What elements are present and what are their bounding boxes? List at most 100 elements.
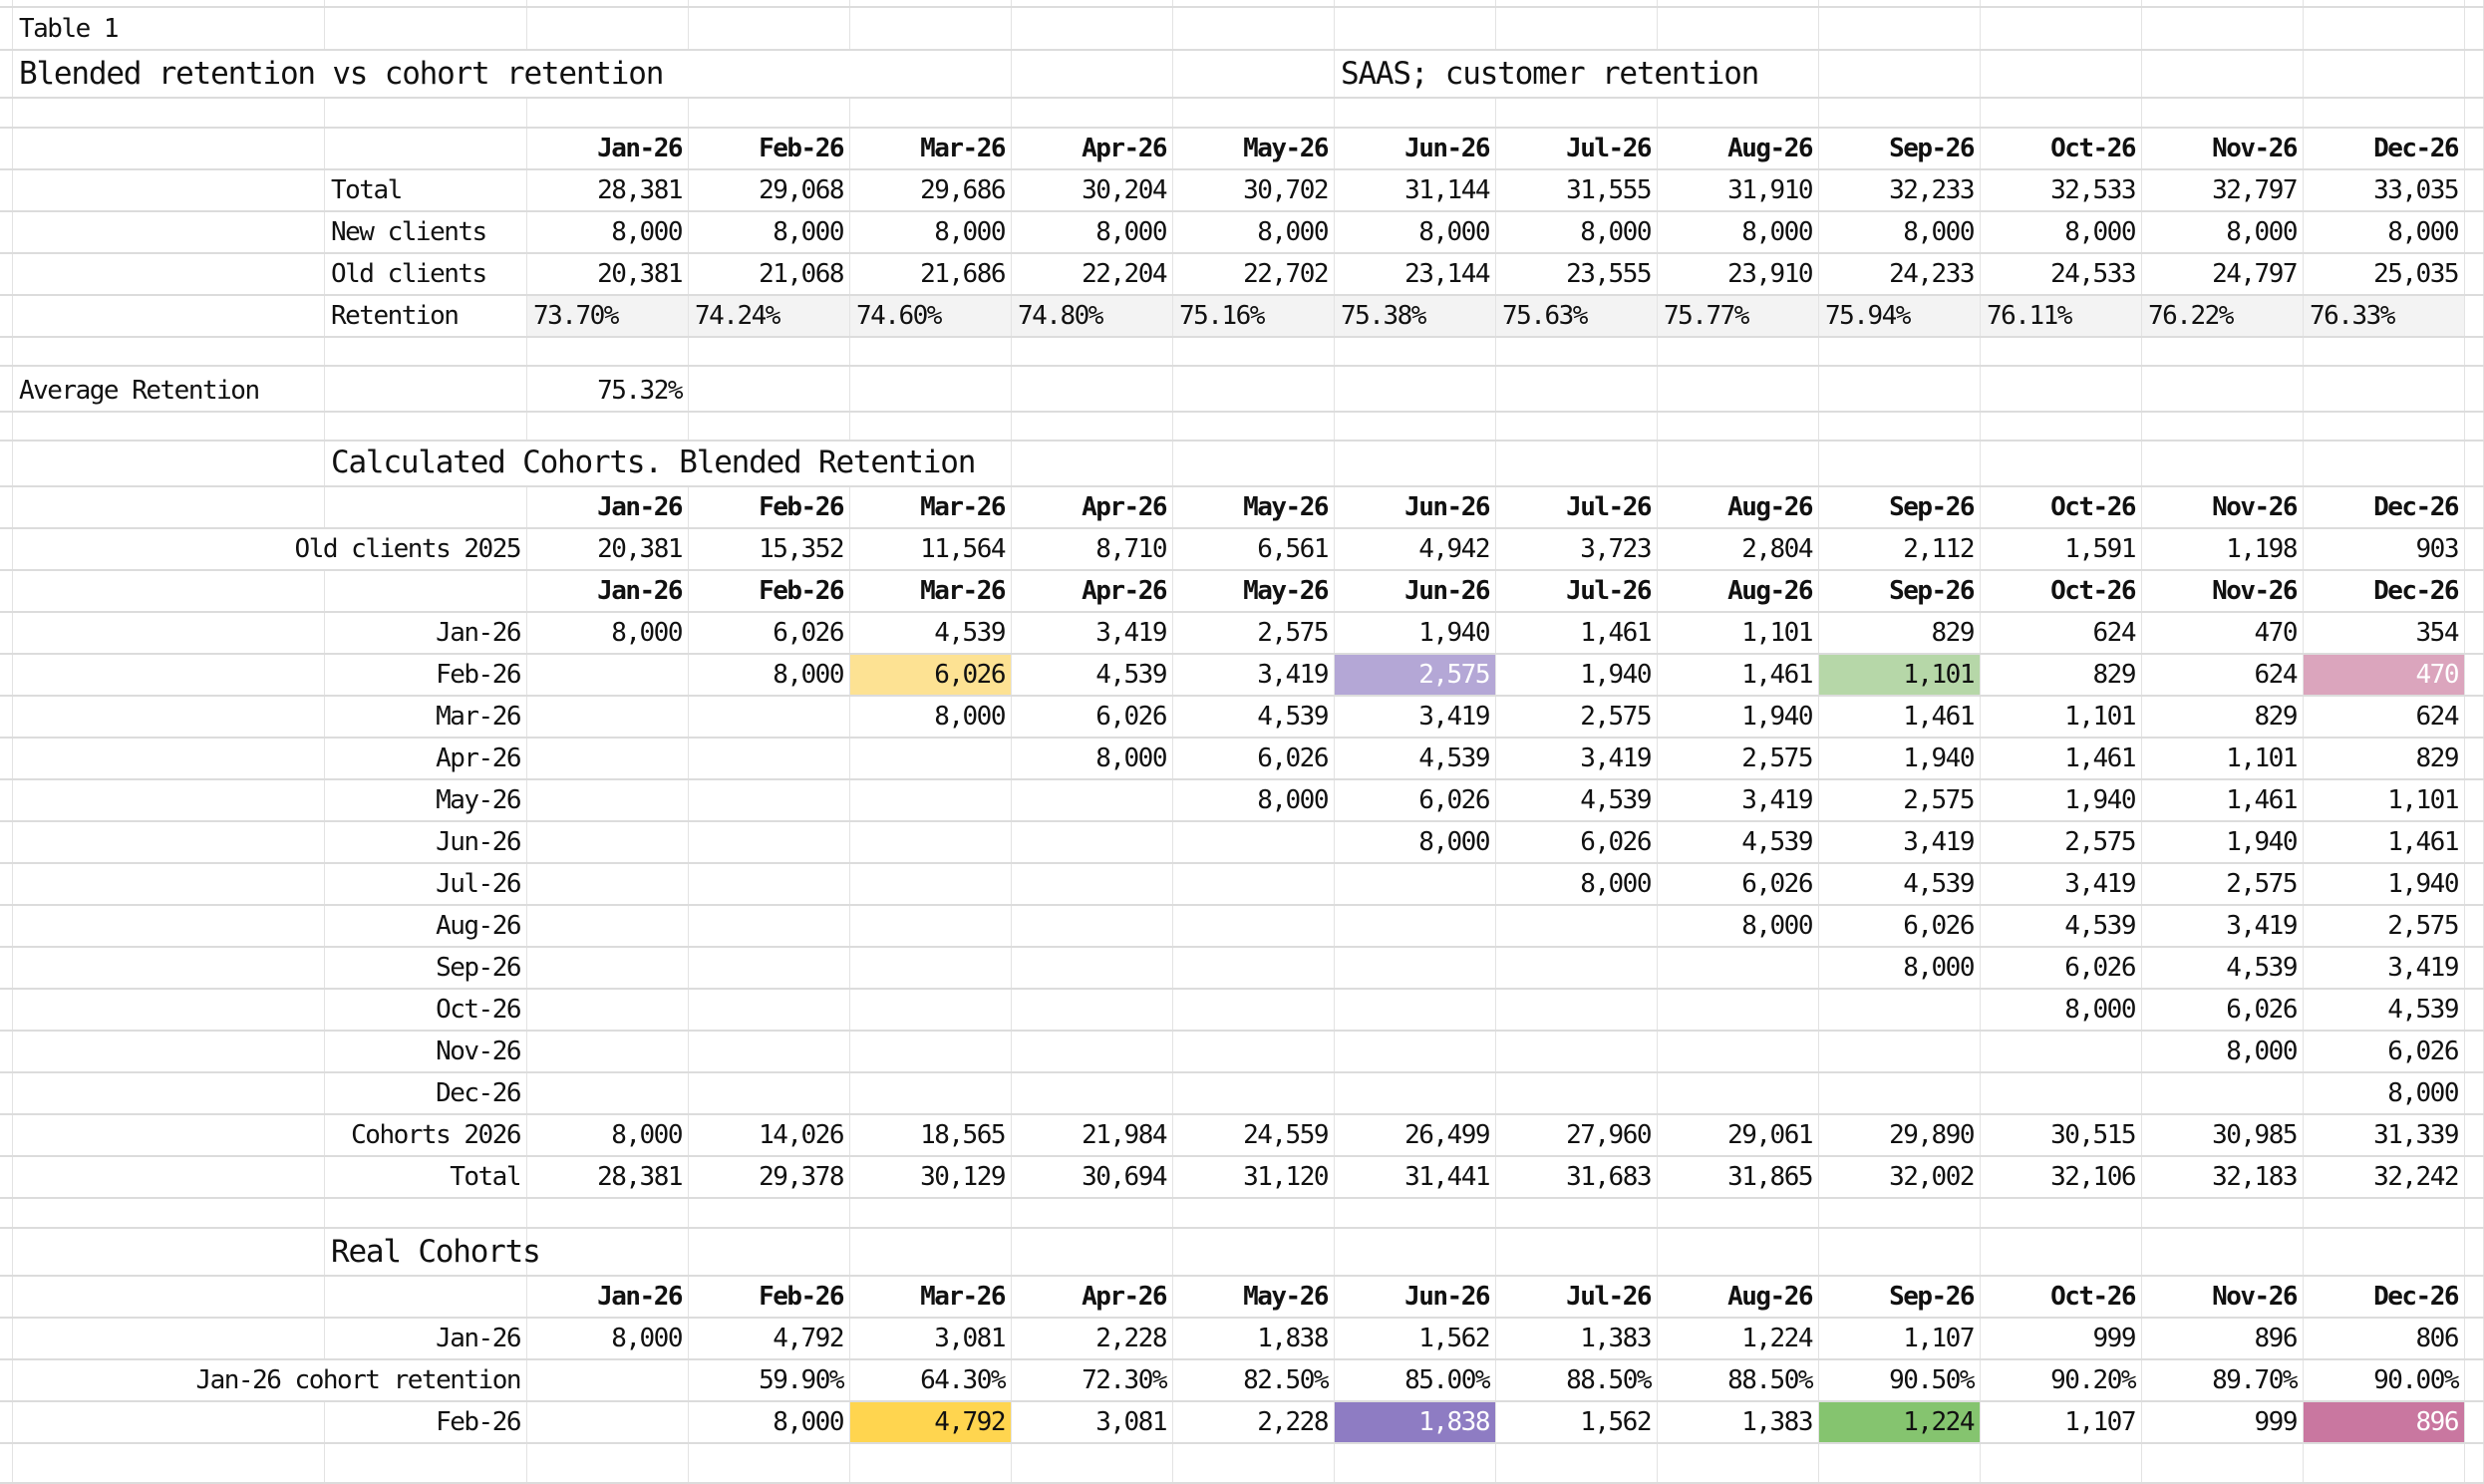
row-label[interactable]: New clients (325, 212, 527, 252)
cell[interactable] (325, 413, 527, 440)
value-cell[interactable]: 829 (2142, 697, 2304, 737)
value-cell[interactable]: 75.94% (1819, 296, 1981, 336)
cell[interactable] (13, 1277, 325, 1317)
value-cell[interactable]: 72.30% (1012, 1360, 1173, 1400)
value-cell[interactable]: 3,419 (2304, 948, 2465, 988)
cell[interactable] (1658, 99, 1819, 127)
cell[interactable] (13, 1032, 325, 1071)
value-cell[interactable]: 26,499 (1335, 1115, 1496, 1155)
cell[interactable] (1819, 51, 1981, 97)
cell[interactable] (13, 990, 325, 1030)
row-label[interactable]: Old clients 2025 (295, 529, 527, 569)
column-header[interactable]: Aug-26 (1658, 129, 1819, 168)
cell[interactable] (850, 51, 1012, 97)
value-cell[interactable]: 1,198 (2142, 529, 2304, 569)
cell[interactable] (0, 413, 13, 440)
value-cell[interactable]: 23,144 (1335, 254, 1496, 294)
cell[interactable] (527, 413, 689, 440)
cell[interactable] (2465, 413, 2484, 440)
cell[interactable] (1012, 413, 1173, 440)
cell[interactable] (325, 1444, 527, 1482)
cell[interactable] (527, 8, 689, 49)
value-cell[interactable]: 6,026 (1335, 780, 1496, 820)
value-cell[interactable]: 24,559 (1173, 1115, 1335, 1155)
column-header[interactable]: Jun-26 (1335, 129, 1496, 168)
cell[interactable] (2304, 99, 2465, 127)
value-cell[interactable]: 64.30% (850, 1360, 1012, 1400)
value-cell[interactable]: 1,461 (1496, 613, 1658, 653)
cell[interactable] (2465, 99, 2484, 127)
cell[interactable] (1981, 1444, 2142, 1482)
column-header[interactable]: Dec-26 (2304, 571, 2465, 611)
cohort-label[interactable]: Dec-26 (325, 1073, 527, 1113)
cell[interactable] (13, 864, 325, 904)
cell[interactable] (1981, 413, 2142, 440)
cell[interactable] (850, 1032, 1012, 1071)
cell[interactable] (1012, 0, 1173, 6)
value-cell[interactable]: 8,000 (1981, 212, 2142, 252)
column-header[interactable]: Apr-26 (1012, 571, 1173, 611)
cell[interactable] (1981, 99, 2142, 127)
value-cell[interactable]: 29,061 (1658, 1115, 1819, 1155)
value-cell[interactable]: 30,694 (1012, 1157, 1173, 1197)
value-cell[interactable]: 806 (2304, 1319, 2465, 1358)
value-cell[interactable]: 32,106 (1981, 1157, 2142, 1197)
cell[interactable] (527, 338, 689, 365)
value-cell[interactable]: 11,564 (850, 529, 1012, 569)
cell[interactable] (2304, 1444, 2465, 1482)
cell[interactable] (1496, 51, 1658, 97)
value-cell[interactable]: 4,792 (689, 1319, 850, 1358)
column-header[interactable]: Sep-26 (1819, 1277, 1981, 1317)
cell[interactable] (1012, 990, 1173, 1030)
cell[interactable] (1658, 0, 1819, 6)
cell[interactable] (689, 739, 850, 778)
cell[interactable] (1012, 442, 1173, 485)
value-cell[interactable]: 999 (2142, 1402, 2304, 1442)
column-header[interactable]: Aug-26 (1658, 1277, 1819, 1317)
cell[interactable] (1496, 413, 1658, 440)
value-cell[interactable]: 4,539 (1981, 906, 2142, 946)
value-cell[interactable]: 1,838 (1173, 1319, 1335, 1358)
value-cell[interactable]: 829 (1819, 613, 1981, 653)
value-cell[interactable]: 3,081 (1012, 1402, 1173, 1442)
cell[interactable] (1981, 1199, 2142, 1227)
cell[interactable] (1819, 413, 1981, 440)
row-label[interactable]: Jan-26 cohort retention (195, 1360, 527, 1400)
cell[interactable] (2304, 51, 2465, 97)
cell[interactable] (2465, 8, 2484, 49)
value-cell[interactable]: 32,533 (1981, 170, 2142, 210)
column-header[interactable]: May-26 (1173, 487, 1335, 527)
cell[interactable] (2142, 367, 2304, 411)
value-cell[interactable]: 1,383 (1496, 1319, 1658, 1358)
cell[interactable] (13, 1199, 325, 1227)
cell[interactable] (2465, 1115, 2484, 1155)
cell[interactable] (1012, 1199, 1173, 1227)
cell[interactable] (2465, 212, 2484, 252)
cell[interactable] (527, 1402, 689, 1442)
cell[interactable] (1819, 338, 1981, 365)
cell[interactable] (0, 8, 13, 49)
cell[interactable] (1335, 8, 1496, 49)
cell[interactable] (689, 1073, 850, 1113)
cell[interactable] (2304, 413, 2465, 440)
cell[interactable] (2142, 442, 2304, 485)
cell[interactable] (13, 338, 325, 365)
cell[interactable] (325, 367, 527, 411)
cell[interactable] (2465, 1157, 2484, 1197)
value-cell[interactable]: 1,838 (1335, 1402, 1496, 1442)
cell[interactable] (1658, 948, 1819, 988)
column-header[interactable]: Jul-26 (1496, 487, 1658, 527)
cell[interactable] (689, 864, 850, 904)
value-cell[interactable]: 1,101 (1819, 655, 1981, 695)
cell[interactable] (13, 1319, 325, 1358)
row-label[interactable]: Jan-26 (325, 1319, 527, 1358)
row-label[interactable]: Old clients (325, 254, 527, 294)
cell[interactable] (689, 1199, 850, 1227)
sheet-title[interactable]: Blended retention vs cohort retention (13, 51, 664, 97)
cell[interactable] (2465, 296, 2484, 336)
column-header[interactable]: May-26 (1173, 571, 1335, 611)
cell[interactable] (527, 1229, 689, 1275)
cell[interactable] (2465, 864, 2484, 904)
value-cell[interactable]: 8,000 (527, 1319, 689, 1358)
value-cell[interactable]: 32,002 (1819, 1157, 1981, 1197)
